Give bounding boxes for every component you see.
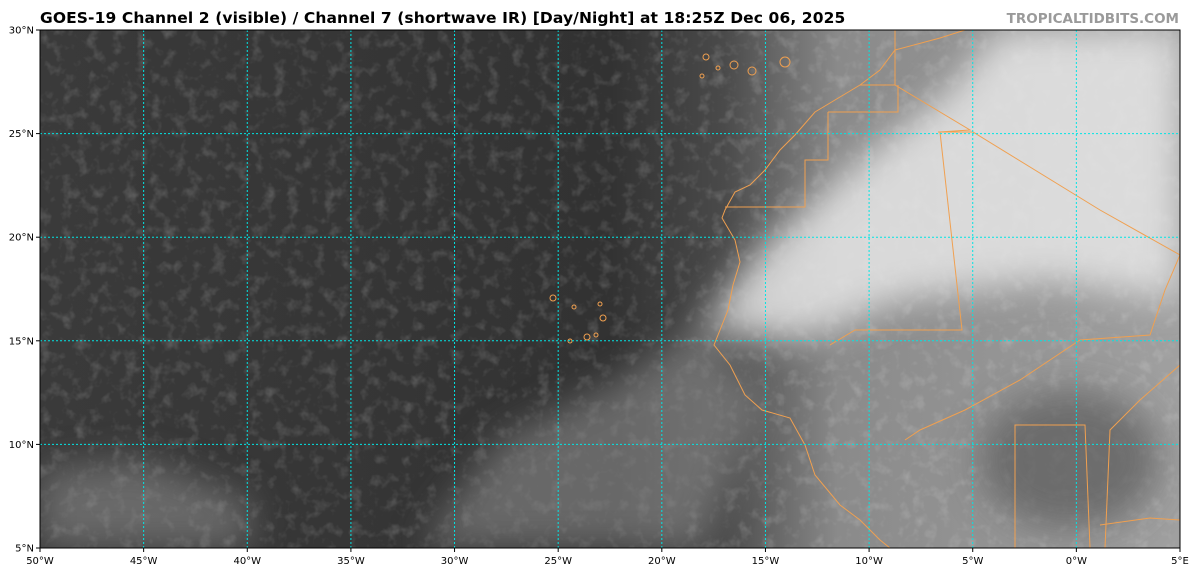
x-tick-label: 25°W xyxy=(544,556,572,567)
islands xyxy=(549,53,791,344)
gridlines xyxy=(40,30,1180,548)
x-tick-label: 5°E xyxy=(1171,556,1189,567)
x-tick-label: 20°W xyxy=(648,556,676,567)
map-frame xyxy=(39,29,1181,549)
brand-watermark: TROPICALTIDBITS.COM xyxy=(1006,11,1179,27)
x-tick-label: 10°W xyxy=(855,556,883,567)
x-tick-label: 5°W xyxy=(962,556,983,567)
map-title: GOES-19 Channel 2 (visible) / Channel 7 … xyxy=(40,9,846,27)
y-tick-label: 10°N xyxy=(9,440,34,451)
x-tick-label: 50°W xyxy=(26,556,54,567)
x-tick-label: 40°W xyxy=(233,556,261,567)
coastlines-borders xyxy=(713,30,1180,548)
x-tick-label: 30°W xyxy=(441,556,469,567)
axis-ticks: 50°W 45°W 40°W 35°W 30°W 25°W 20°W 15°W 10°W 5°W 0… xyxy=(9,26,1189,568)
cloud-mass xyxy=(40,30,1180,548)
x-tick-label: 35°W xyxy=(337,556,365,567)
x-tick-label: 45°W xyxy=(130,556,158,567)
y-tick-label: 15°N xyxy=(9,336,34,347)
y-tick-label: 30°N xyxy=(9,26,34,37)
y-tick-label: 20°N xyxy=(9,233,34,244)
y-tick-label: 25°N xyxy=(9,129,34,140)
y-tick-label: 5°N xyxy=(15,544,34,555)
x-tick-label: 15°W xyxy=(752,556,780,567)
x-tick-label: 0°W xyxy=(1066,556,1087,567)
